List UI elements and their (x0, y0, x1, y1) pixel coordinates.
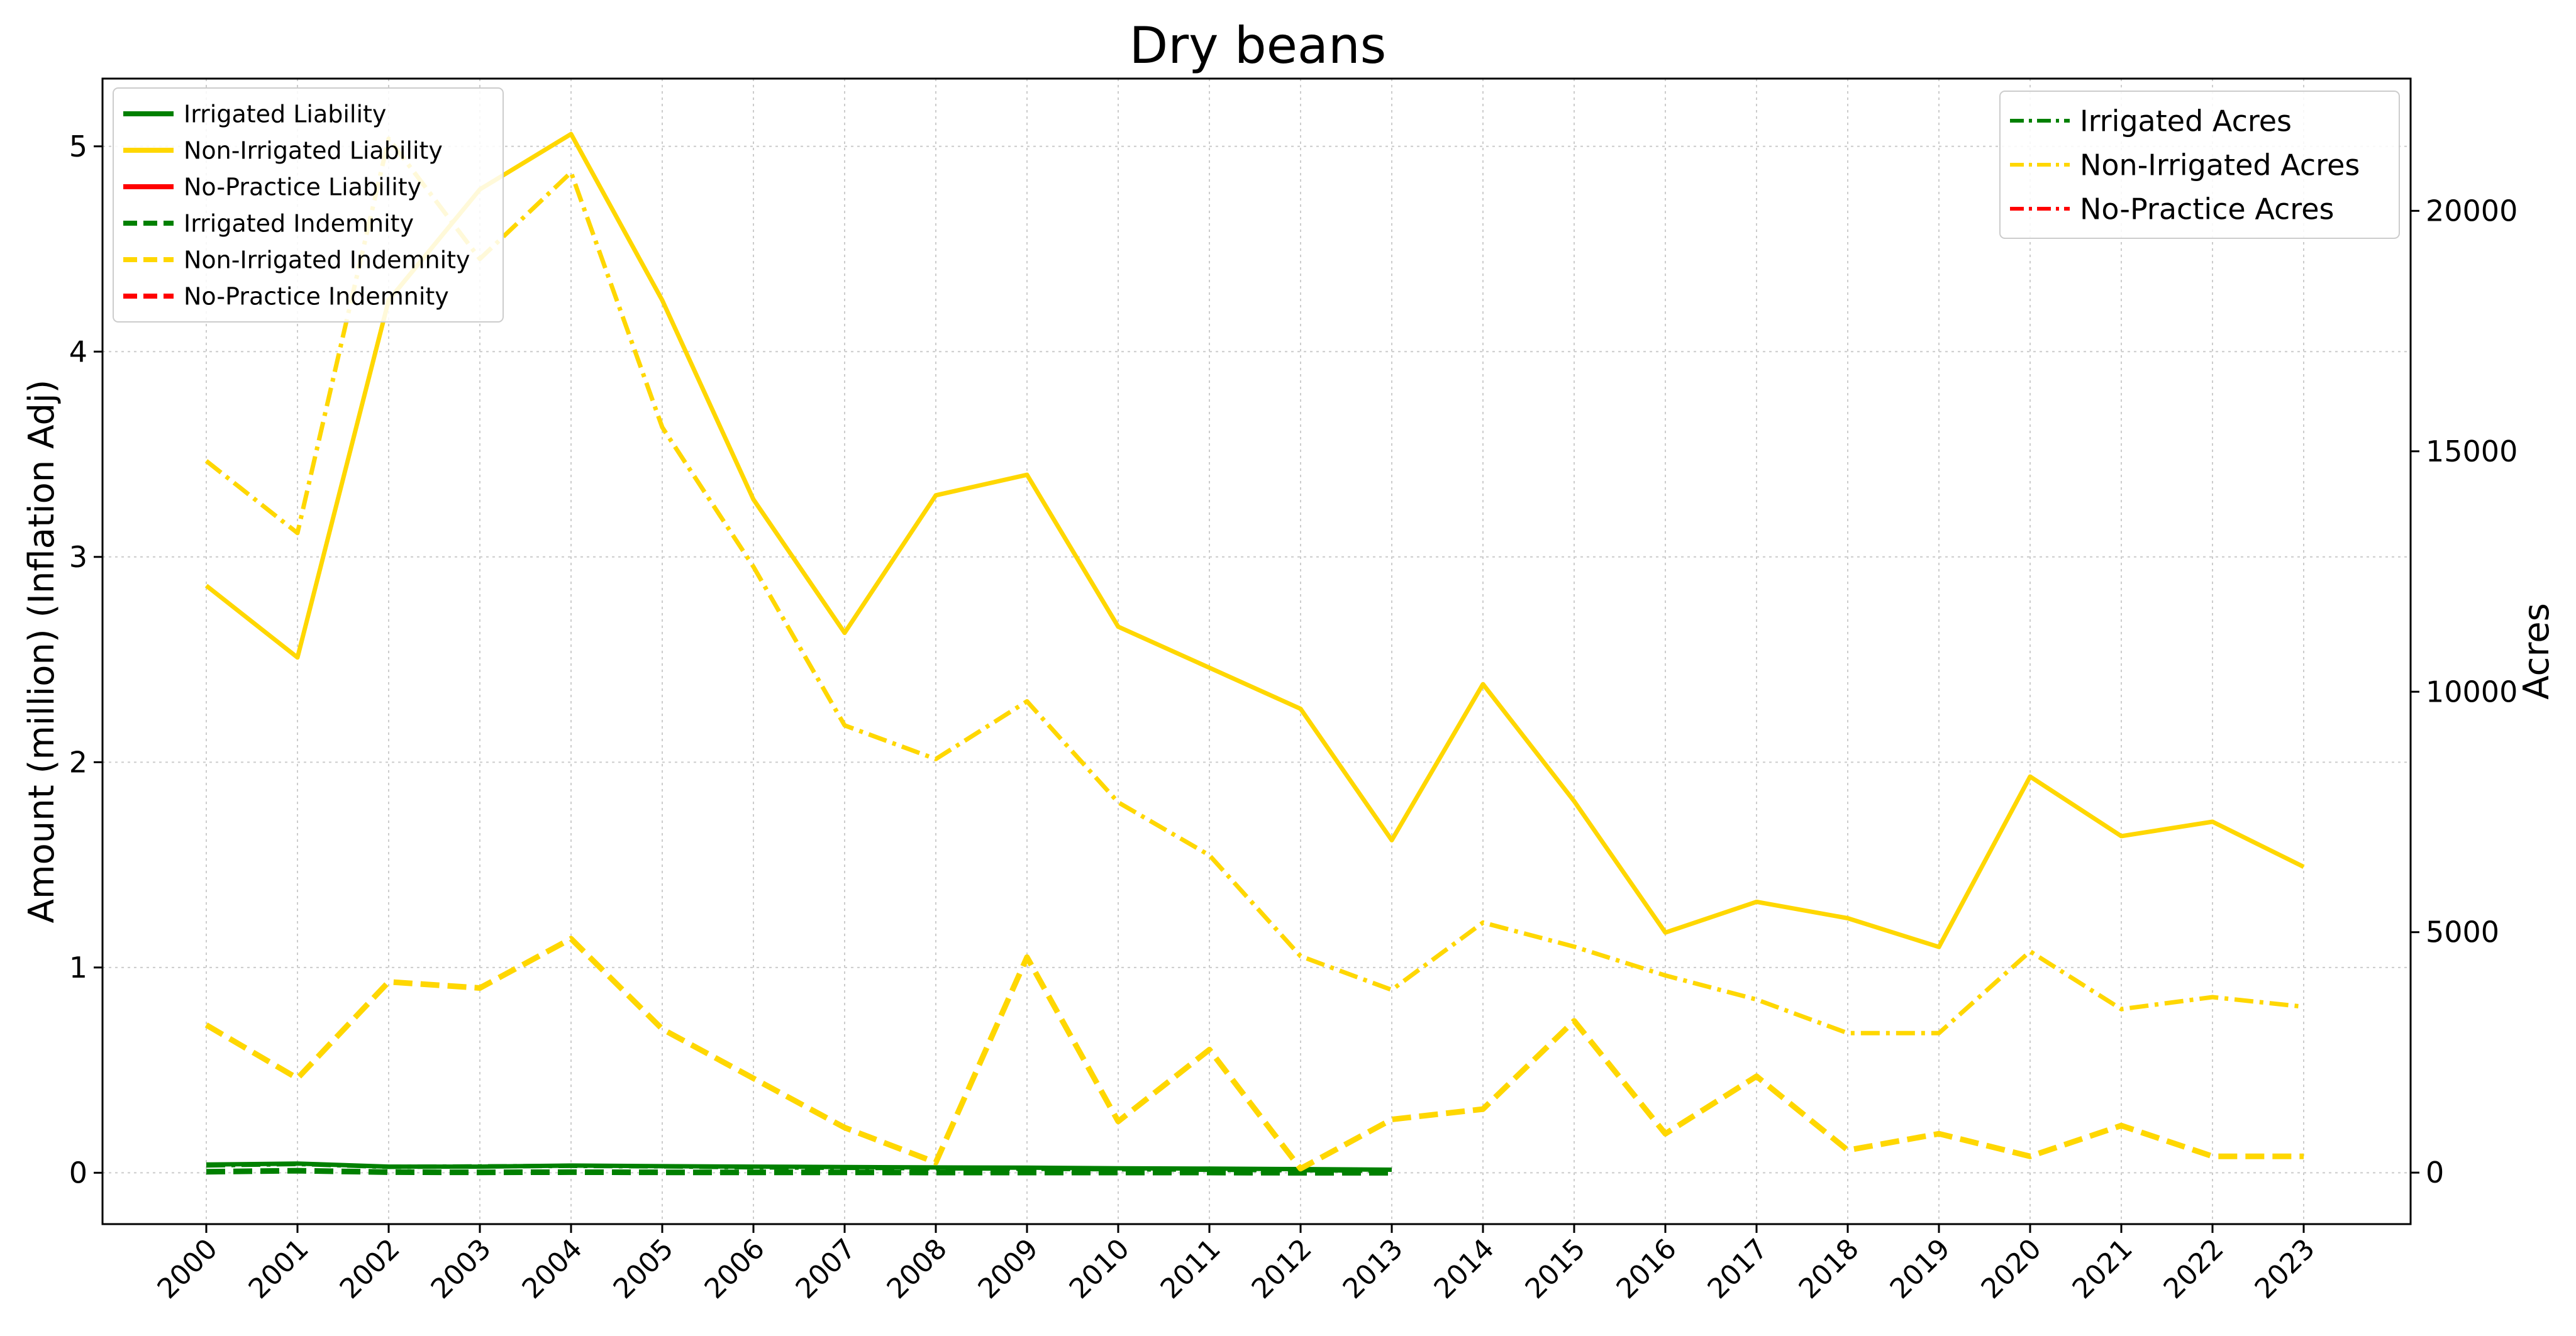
x-tick-label: 2000 (152, 1233, 224, 1305)
y-tick-label-left: 0 (69, 1156, 87, 1190)
y-axis-right: 0 5000 10000 15000 20000 (2411, 194, 2518, 1190)
x-tick-label: 2002 (334, 1233, 406, 1305)
y-tick-label-left: 4 (69, 334, 87, 368)
y-tick-label-left: 2 (69, 745, 87, 779)
x-tick-label: 2008 (881, 1233, 953, 1305)
x-tick-label: 2023 (2249, 1233, 2321, 1305)
x-tick-label: 2012 (1246, 1233, 1318, 1305)
x-tick-label: 2009 (972, 1233, 1045, 1305)
x-tick-label: 2004 (516, 1233, 589, 1305)
x-tick-label: 2016 (1611, 1233, 1683, 1305)
x-tick-label: 2007 (790, 1233, 862, 1305)
y-tick-label-left: 1 (69, 951, 87, 985)
legend-label-non-irrigated-liability: Non-Irrigated Liability (184, 137, 443, 165)
series-non-irrigated-indemnity (204, 936, 2304, 1172)
x-tick-label: 2006 (699, 1233, 771, 1305)
legend-label-irrigated-liability: Irrigated Liability (184, 101, 386, 128)
legend-box (113, 87, 504, 323)
x-tick-label: 2013 (1337, 1233, 1409, 1305)
series-layer (204, 131, 2305, 1176)
x-tick-label: 2015 (1519, 1233, 1592, 1305)
legend-label-irrigated-acres: Irrigated Acres (2080, 104, 2292, 138)
x-tick-label: 2003 (425, 1233, 497, 1305)
x-tick-label: 2018 (1793, 1233, 1865, 1305)
x-axis: 2000 2001 2002 2003 2004 2005 2006 2007 2008 2009… (152, 1224, 2321, 1305)
x-tick-label: 2014 (1428, 1233, 1501, 1305)
legend-right: Irrigated Acres Non-Irrigated Acres No-Pra… (1999, 91, 2400, 239)
series-irrigated-liability (206, 1161, 1392, 1172)
x-tick-label: 2005 (608, 1233, 680, 1305)
y-axis-left-label: Amount (million) (Inflation Adj) (21, 380, 62, 924)
series-non-irrigated-acres (204, 136, 2304, 1035)
x-tick-label: 2001 (243, 1233, 315, 1305)
y-tick-label-right: 20000 (2426, 194, 2518, 228)
y-tick-label-right: 5000 (2426, 915, 2499, 949)
plot-frame (101, 77, 2412, 1225)
y-tick-label-left: 5 (69, 130, 87, 163)
legend-left: Irrigated Liability Non-Irrigated Liabili… (113, 87, 504, 323)
legend-label-irrigated-indemnity: Irrigated Indemnity (184, 210, 414, 238)
legend-label-non-irrigated-acres: Non-Irrigated Acres (2080, 148, 2360, 182)
x-tick-label: 2020 (1975, 1233, 2048, 1305)
legend-label-non-irrigated-indemnity: Non-Irrigated Indemnity (184, 246, 470, 274)
y-tick-label-left: 3 (69, 540, 87, 574)
x-tick-label: 2022 (2158, 1233, 2230, 1305)
y-tick-label-right: 0 (2426, 1156, 2444, 1190)
series-non-irrigated-liability (204, 131, 2305, 949)
legend-label-no-practice-liability: No-Practice Liability (184, 174, 421, 201)
y-axis-left: 0 1 2 3 4 5 (69, 130, 103, 1190)
x-tick-label: 2017 (1702, 1233, 1774, 1305)
x-tick-label: 2019 (1884, 1233, 1957, 1305)
y-axis-right-label: Acres (2516, 603, 2557, 700)
y-tick-label-right: 15000 (2426, 434, 2518, 468)
x-tick-label: 2010 (1063, 1233, 1136, 1305)
x-tick-label: 2011 (1155, 1233, 1227, 1305)
legend-box (1999, 91, 2400, 239)
legend-label-no-practice-indemnity: No-Practice Indemnity (184, 283, 449, 311)
series-irrigated-indemnity (206, 1168, 1392, 1176)
x-tick-label: 2021 (2067, 1233, 2139, 1305)
legend-label-no-practice-acres: No-Practice Acres (2080, 192, 2334, 226)
chart-title: Dry beans (1130, 16, 1387, 75)
y-tick-label-right: 10000 (2426, 675, 2518, 709)
